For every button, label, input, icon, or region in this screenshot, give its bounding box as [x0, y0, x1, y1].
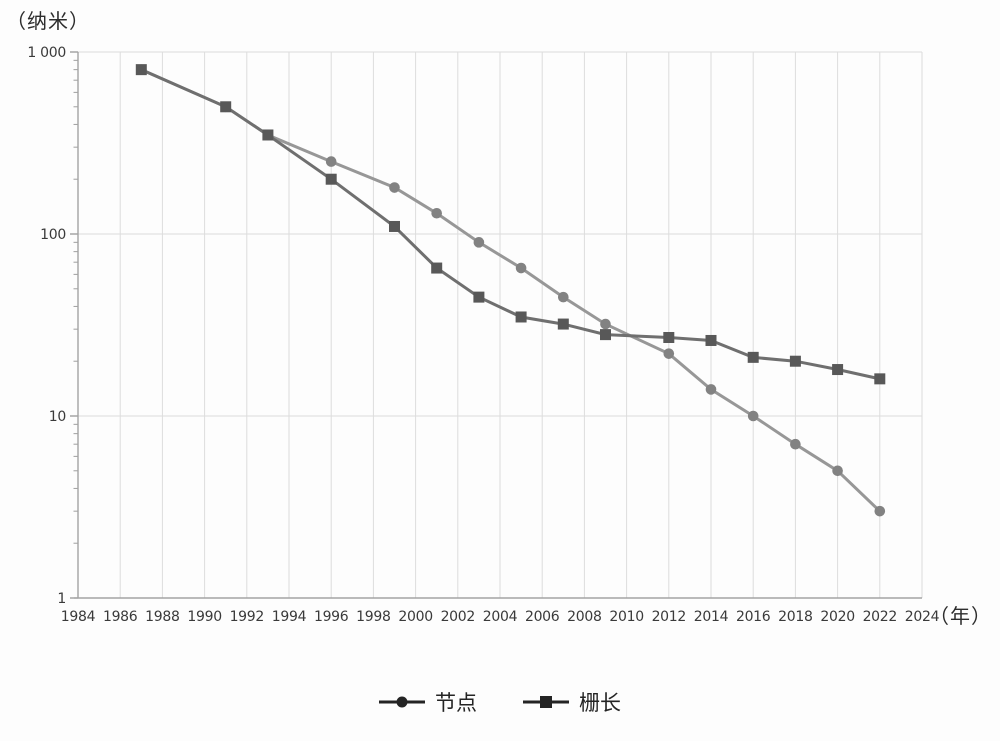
line-chart-plot: 1 000 100 10 1 1984 1986 1988 1990 1992 1994 1996 1… — [27, 45, 940, 625]
x-tick-label: 1996 — [314, 609, 349, 625]
x-tick-label: 2022 — [863, 609, 897, 625]
x-tick-label: 1986 — [103, 609, 138, 625]
data-point-node — [663, 348, 675, 359]
data-point-node — [600, 318, 611, 330]
data-point-gate-length — [557, 318, 569, 330]
data-point-gate-length — [220, 101, 232, 113]
x-tick-label: 1994 — [272, 609, 307, 625]
data-point-node — [558, 291, 569, 303]
legend-label-node: 节点 — [435, 691, 477, 715]
legend-item-node: 节点 — [379, 687, 477, 717]
data-point-node — [431, 207, 443, 219]
x-tick-label: 2002 — [441, 609, 475, 625]
y-tick-label: 1 000 — [27, 45, 66, 61]
data-point-gate-length — [747, 351, 759, 363]
data-point-gate-length — [663, 331, 675, 343]
data-point-node — [747, 410, 759, 422]
x-tick-label: 2008 — [567, 609, 601, 625]
x-tick-label: 2020 — [820, 609, 854, 625]
chart-legend: 节点 栅长 — [0, 687, 1000, 717]
y-tick-label: 100 — [40, 227, 66, 243]
data-point-node — [705, 384, 717, 395]
x-tick-label: 2014 — [694, 609, 729, 625]
legend-item-gate-length: 栅长 — [523, 687, 621, 717]
x-tick-label: 1990 — [187, 609, 221, 625]
x-axis-unit-label: （年） — [929, 604, 992, 628]
x-tick-label: 1992 — [230, 609, 264, 625]
y-tick-label: 1 — [57, 591, 66, 607]
data-point-gate-length — [705, 334, 717, 346]
data-point-gate-length — [431, 262, 443, 274]
node-series-circle-marker-icon — [379, 696, 425, 708]
data-point-gate-length — [832, 364, 844, 376]
x-tick-label: 2004 — [483, 609, 518, 625]
data-point-gate-length — [515, 311, 527, 323]
x-tick-label: 2006 — [525, 609, 560, 625]
y-tick-label: 10 — [49, 409, 66, 425]
data-point-node — [790, 438, 801, 450]
x-tick-label: 2012 — [652, 609, 686, 625]
x-tick-label: 2000 — [398, 609, 432, 625]
data-point-node — [515, 262, 527, 274]
x-tick-label: 1998 — [356, 609, 390, 625]
data-point-gate-length — [135, 64, 147, 76]
x-tick-label: 2010 — [609, 609, 643, 625]
data-point-gate-length — [473, 291, 485, 303]
data-point-gate-length — [600, 329, 611, 341]
legend-label-gate-length: 栅长 — [579, 691, 621, 715]
data-point-gate-length — [389, 220, 400, 232]
data-point-gate-length — [789, 355, 801, 367]
data-point-node — [832, 465, 843, 477]
series-line-node — [140, 68, 881, 513]
gate-length-series-square-marker-icon — [523, 696, 569, 708]
x-tick-label: 1984 — [61, 609, 96, 625]
data-point-node — [473, 237, 485, 248]
data-point-gate-length — [262, 129, 274, 141]
x-tick-label: 2018 — [778, 609, 812, 625]
x-tick-label: 2024 — [905, 609, 940, 625]
data-point-gate-length — [874, 373, 886, 385]
data-point-gate-length — [325, 173, 337, 185]
series-line-gate-length — [140, 68, 881, 381]
x-tick-label: 2016 — [736, 609, 771, 625]
data-point-node — [389, 182, 400, 193]
x-tick-label: 1988 — [145, 609, 179, 625]
data-point-node — [874, 505, 886, 517]
data-point-node — [325, 156, 337, 167]
y-axis-unit-label: （纳米） — [6, 9, 90, 33]
